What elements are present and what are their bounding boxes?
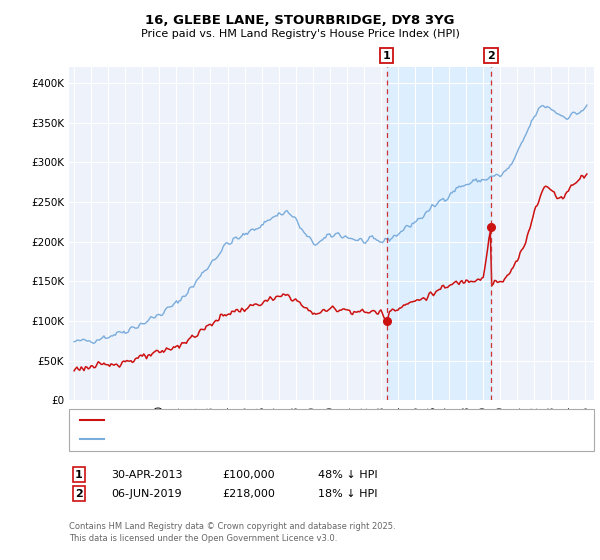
Text: 16, GLEBE LANE, STOURBRIDGE, DY8 3YG: 16, GLEBE LANE, STOURBRIDGE, DY8 3YG bbox=[145, 14, 455, 27]
Text: 2: 2 bbox=[487, 50, 495, 60]
Text: 1: 1 bbox=[75, 470, 83, 480]
Text: £100,000: £100,000 bbox=[222, 470, 275, 480]
Text: 30-APR-2013: 30-APR-2013 bbox=[111, 470, 182, 480]
Text: 16, GLEBE LANE, STOURBRIDGE, DY8 3YG (detached house): 16, GLEBE LANE, STOURBRIDGE, DY8 3YG (de… bbox=[110, 415, 410, 425]
Text: £218,000: £218,000 bbox=[222, 489, 275, 499]
Text: Contains HM Land Registry data © Crown copyright and database right 2025.: Contains HM Land Registry data © Crown c… bbox=[69, 522, 395, 531]
Bar bbox=[386, 67, 491, 400]
Text: HPI: Average price, detached house, Dudley: HPI: Average price, detached house, Dudl… bbox=[110, 435, 329, 445]
Text: 48% ↓ HPI: 48% ↓ HPI bbox=[318, 470, 377, 480]
Text: Price paid vs. HM Land Registry's House Price Index (HPI): Price paid vs. HM Land Registry's House … bbox=[140, 29, 460, 39]
Text: 18% ↓ HPI: 18% ↓ HPI bbox=[318, 489, 377, 499]
Text: 06-JUN-2019: 06-JUN-2019 bbox=[111, 489, 182, 499]
Text: 1: 1 bbox=[383, 50, 391, 60]
Text: This data is licensed under the Open Government Licence v3.0.: This data is licensed under the Open Gov… bbox=[69, 534, 337, 543]
Text: 2: 2 bbox=[75, 489, 83, 499]
